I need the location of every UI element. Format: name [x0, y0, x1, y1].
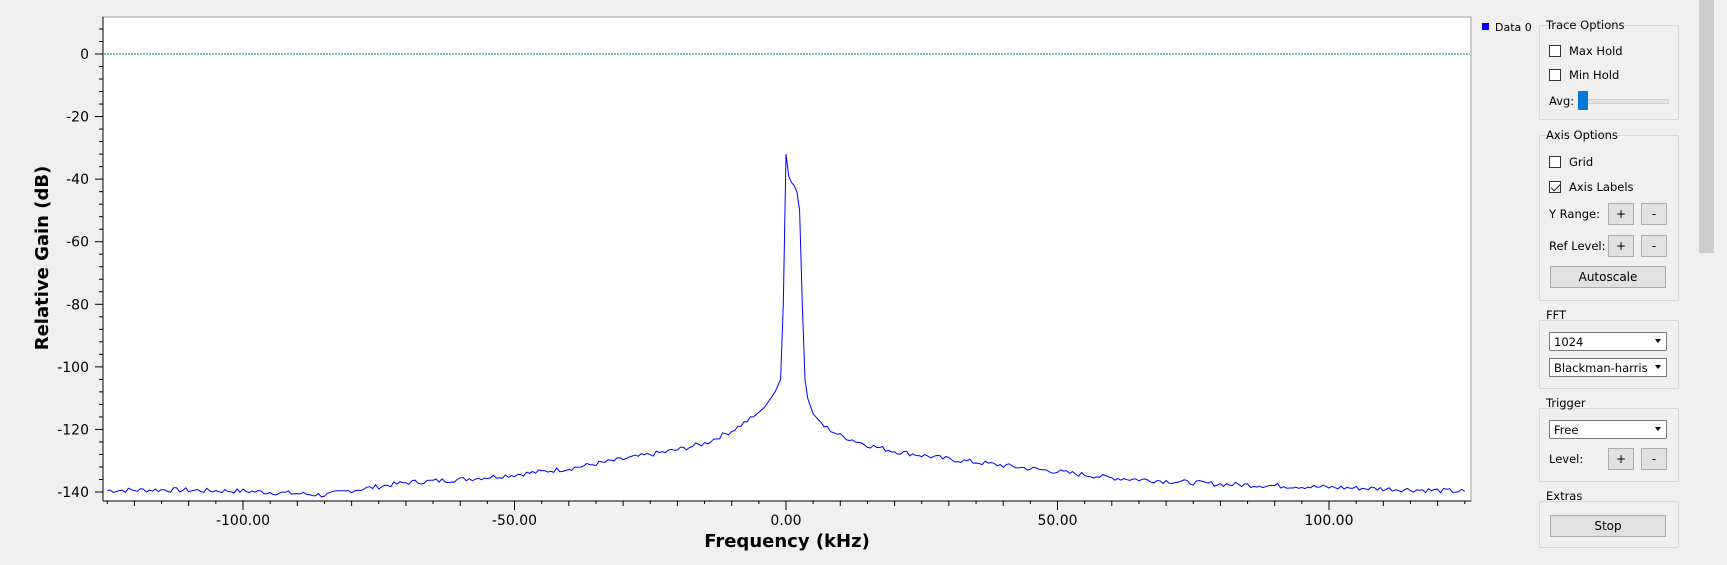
y-tick-label: 0 [80, 47, 89, 63]
trace-options-title: Trace Options [1546, 18, 1625, 32]
vertical-scrollbar[interactable] [1696, 0, 1727, 565]
axis-labels-box[interactable] [1549, 181, 1561, 193]
y-range-label-row: Y Range: [1549, 207, 1600, 221]
y-range-label: Y Range: [1549, 207, 1601, 221]
avg-slider-handle[interactable] [1578, 91, 1588, 110]
max-hold-box[interactable] [1549, 45, 1561, 57]
min-hold-label: Min Hold [1569, 68, 1620, 82]
x-axis: -100.00 -50.00 0.00 50.00 100.00 [103, 500, 1471, 529]
legend-label-data-0: Data 0 [1495, 21, 1532, 34]
y-tick-label: -140 [57, 485, 89, 501]
y-tick-label: -40 [66, 172, 89, 188]
trigger-group [1539, 408, 1679, 482]
y-tick-label: -20 [66, 110, 89, 126]
grid-box[interactable] [1549, 156, 1561, 168]
fft-size-value: 1024 [1554, 334, 1584, 349]
max-hold-label: Max Hold [1569, 44, 1623, 58]
x-tick-label: -100.00 [216, 513, 270, 529]
fft-size-select[interactable]: 1024 [1549, 332, 1667, 351]
scrollbar-thumb[interactable] [1699, 0, 1714, 253]
trigger-title: Trigger [1546, 396, 1586, 410]
y-axis: 0 -20 -40 -60 -80 -100 -120 -140 [57, 17, 104, 501]
y-range-minus-button[interactable]: - [1641, 203, 1667, 225]
chevron-down-icon [1655, 427, 1661, 431]
extras-title: Extras [1546, 489, 1583, 503]
chevron-down-icon [1655, 339, 1661, 343]
grid-checkbox[interactable]: Grid [1549, 155, 1593, 169]
ref-level-plus-button[interactable]: + [1608, 235, 1634, 257]
y-axis-title: Relative Gain (dB) [32, 166, 53, 351]
avg-label-row: Avg: [1549, 94, 1574, 108]
ref-level-minus-button[interactable]: - [1641, 235, 1667, 257]
x-tick-label: 0.00 [770, 513, 801, 529]
y-tick-label: -60 [66, 235, 89, 251]
y-tick-label: -120 [57, 422, 89, 438]
trace-options-group [1539, 25, 1679, 120]
series-line-data-0 [107, 154, 1466, 498]
y-tick-label: -80 [66, 297, 89, 313]
fft-group [1539, 320, 1679, 389]
trigger-mode-select[interactable]: Free [1549, 420, 1667, 439]
trigger-mode-value: Free [1554, 422, 1579, 437]
trigger-level-label: Level: [1549, 452, 1584, 466]
y-tick-label: -100 [57, 360, 89, 376]
x-tick-label: 100.00 [1305, 513, 1354, 529]
fft-window-value: Blackman-harris [1554, 360, 1648, 375]
axis-options-group [1539, 135, 1679, 301]
fft-window-select[interactable]: Blackman-harris [1549, 358, 1667, 377]
axis-labels-label: Axis Labels [1569, 180, 1634, 194]
legend: Data 0 [1482, 21, 1532, 34]
min-hold-checkbox[interactable]: Min Hold [1549, 68, 1619, 82]
trigger-level-label-row: Level: [1549, 452, 1583, 466]
avg-label: Avg: [1549, 94, 1575, 108]
axis-options-title: Axis Options [1546, 128, 1618, 142]
grid-label: Grid [1569, 155, 1594, 169]
avg-slider-track[interactable] [1586, 99, 1669, 104]
trigger-level-plus-button[interactable]: + [1608, 448, 1634, 470]
stop-button[interactable]: Stop [1550, 515, 1666, 537]
autoscale-button[interactable]: Autoscale [1550, 266, 1666, 288]
fft-title: FFT [1546, 308, 1567, 322]
trigger-level-minus-button[interactable]: - [1641, 448, 1667, 470]
extras-group [1539, 501, 1679, 548]
min-hold-box[interactable] [1549, 69, 1561, 81]
x-tick-label: 50.00 [1037, 513, 1077, 529]
spectrum-plot[interactable]: 0 -20 -40 -60 -80 -100 -120 -140 -100.00 -50.00 0… [0, 0, 1480, 565]
axis-labels-checkbox[interactable]: Axis Labels [1549, 180, 1634, 194]
ref-level-label: Ref Level: [1549, 239, 1606, 253]
legend-swatch-data-0 [1482, 23, 1489, 30]
x-tick-label: -50.00 [492, 513, 537, 529]
ref-level-label-row: Ref Level: [1549, 239, 1605, 253]
max-hold-checkbox[interactable]: Max Hold [1549, 44, 1623, 58]
y-range-plus-button[interactable]: + [1608, 203, 1634, 225]
plot-canvas [102, 16, 1472, 502]
chevron-down-icon [1655, 365, 1661, 369]
x-axis-title: Frequency (kHz) [704, 531, 870, 552]
